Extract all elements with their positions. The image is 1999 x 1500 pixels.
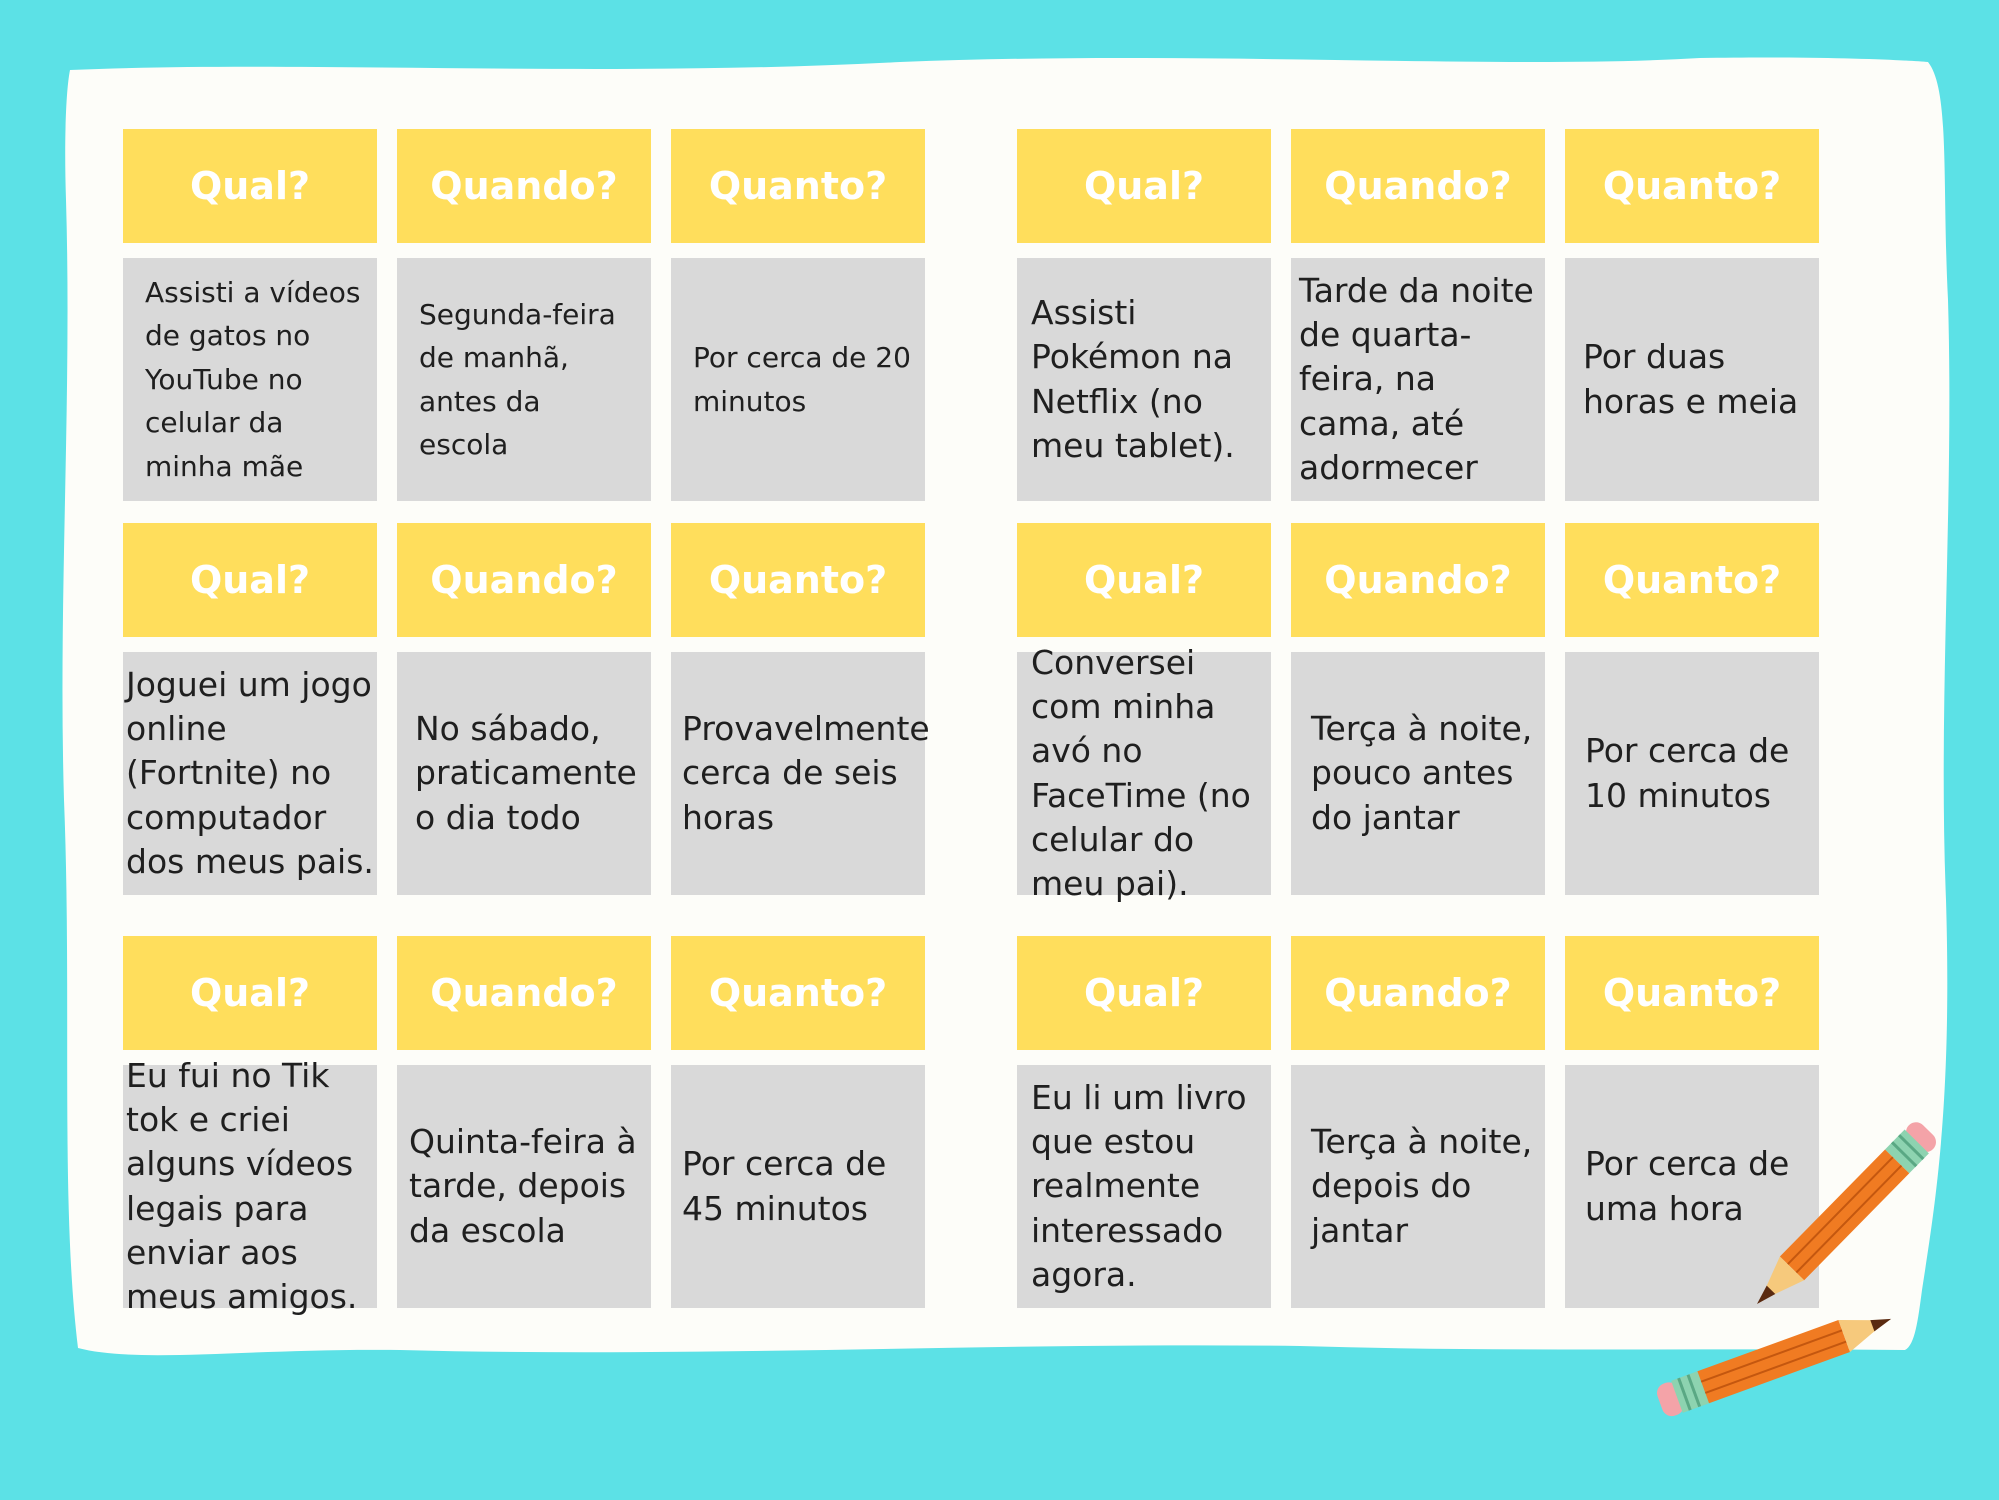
answer-quanto: Provavelmente cerca de seis horas (682, 709, 930, 837)
answer-quanto: Por cerca de 10 minutos (1585, 731, 1790, 815)
answer-cell: Por duas horas e meia (1565, 258, 1819, 501)
header-qual: Qual? (123, 129, 377, 243)
header-qual: Qual? (1017, 129, 1271, 243)
header-quanto: Quanto? (671, 936, 925, 1050)
answer-cell: Assisti a vídeos de gatos no YouTube no … (123, 258, 377, 501)
header-quando: Quando? (397, 936, 651, 1050)
header-quando: Quando? (1291, 129, 1545, 243)
answer-cell: Conversei com minha avó no FaceTime (no … (1017, 643, 1271, 903)
answer-cell: Terça à noite, pouco antes do jantar (1291, 652, 1545, 895)
answer-quanto: Por cerca de uma hora (1585, 1144, 1790, 1228)
header-qual: Qual? (1017, 936, 1271, 1050)
pencil-icon (1756, 1122, 1936, 1305)
answer-cell: Eu li um livro que estou realmente inter… (1017, 1065, 1271, 1308)
answer-cell: Assisti Pokémon na Netflix (no meu table… (1017, 258, 1271, 501)
header-quanto: Quanto? (1565, 936, 1819, 1050)
answer-qual: Assisti Pokémon na Netflix (no meu table… (1031, 293, 1235, 465)
header-quanto: Quanto? (671, 129, 925, 243)
header-quando: Quando? (397, 523, 651, 637)
answer-cell: Tarde da noite de quarta-feira, na cama,… (1291, 258, 1545, 501)
answer-qual: Assisti a vídeos de gatos no YouTube no … (145, 276, 361, 483)
answer-quanto: Por duas horas e meia (1583, 337, 1799, 421)
header-quando: Quando? (397, 129, 651, 243)
answer-quando: Quinta-feira à tarde, depois da escola (409, 1122, 637, 1250)
answer-cell: Terça à noite, depois do jantar (1291, 1065, 1545, 1308)
answer-qual: Eu li um livro que estou realmente inter… (1031, 1077, 1247, 1294)
answer-quando: Tarde da noite de quarta-feira, na cama,… (1299, 270, 1534, 487)
answer-cell: No sábado, praticamente o dia todo (397, 652, 651, 895)
answer-cell: Joguei um jogo online (Fortnite) no comp… (123, 652, 377, 895)
answer-cell: Por cerca de 20 minutos (671, 258, 925, 501)
pencil-icon (1657, 1318, 1892, 1417)
header-quanto: Quanto? (1565, 523, 1819, 637)
answer-qual: Eu fui no Tik tok e criei alguns vídeos … (126, 1055, 358, 1316)
answer-qual: Conversei com minha avó no FaceTime (no … (1031, 642, 1251, 903)
answer-cell: Provavelmente cerca de seis horas (671, 652, 930, 895)
answer-quando: Terça à noite, pouco antes do jantar (1311, 709, 1533, 837)
header-quando: Quando? (1291, 936, 1545, 1050)
header-qual: Qual? (1017, 523, 1271, 637)
answer-cell: Por cerca de 10 minutos (1565, 652, 1819, 895)
answer-cell: Eu fui no Tik tok e criei alguns vídeos … (123, 1056, 377, 1316)
answer-quando: Segunda-feira de manhã, antes da escola (419, 297, 616, 461)
header-quando: Quando? (1291, 523, 1545, 637)
header-qual: Qual? (123, 936, 377, 1050)
answer-quanto: Por cerca de 20 minutos (693, 341, 911, 418)
header-qual: Qual? (123, 523, 377, 637)
answer-quando: Terça à noite, depois do jantar (1311, 1122, 1533, 1250)
answer-cell: Segunda-feira de manhã, antes da escola (397, 258, 651, 501)
answer-quanto: Por cerca de 45 minutos (682, 1144, 887, 1228)
answer-cell: Quinta-feira à tarde, depois da escola (397, 1065, 651, 1308)
header-quanto: Quanto? (1565, 129, 1819, 243)
header-quanto: Quanto? (671, 523, 925, 637)
answer-cell: Por cerca de 45 minutos (671, 1065, 925, 1308)
answer-qual: Joguei um jogo online (Fortnite) no comp… (126, 664, 374, 881)
answer-quando: No sábado, praticamente o dia todo (415, 709, 637, 837)
